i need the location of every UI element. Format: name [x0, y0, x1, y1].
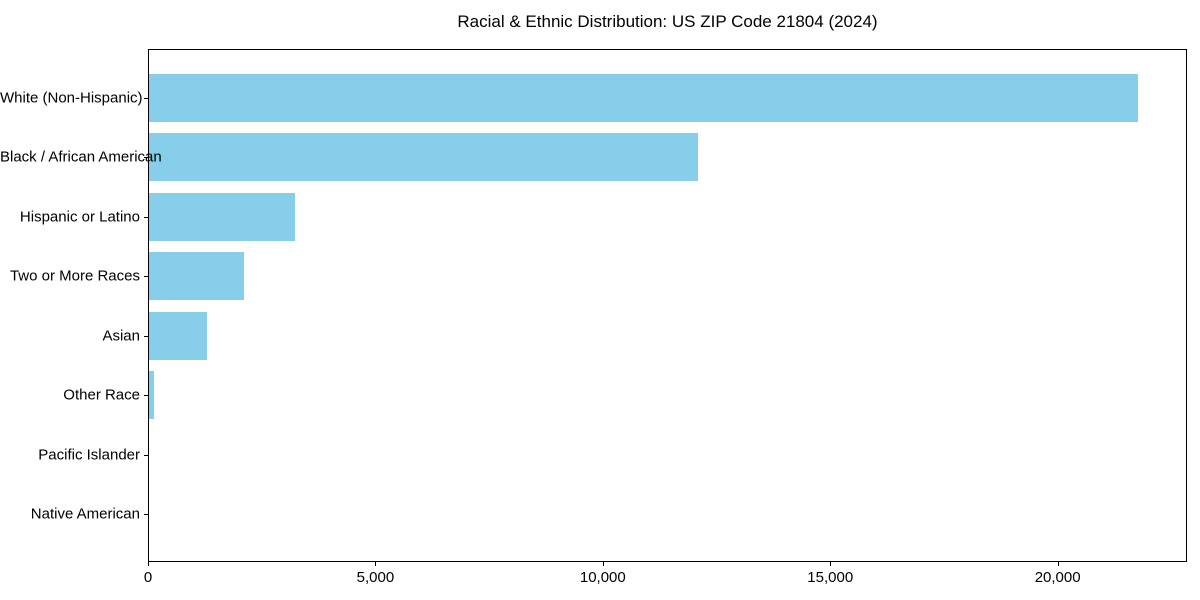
x-tick-mark	[1057, 562, 1059, 566]
y-tick-mark	[144, 335, 148, 337]
y-tick-label: Other Race	[63, 386, 140, 404]
plot-area	[148, 49, 1187, 562]
x-tick-mark	[830, 562, 832, 566]
bar	[149, 133, 699, 182]
bar-row	[149, 306, 1186, 366]
x-tick-label: 20,000	[1034, 569, 1081, 586]
y-tick-label: Hispanic or Latino	[19, 208, 140, 226]
x-tick-mark	[602, 562, 604, 566]
bar-rows	[149, 68, 1186, 544]
x-tick-label: 10,000	[579, 569, 626, 586]
x-tick-mark	[375, 562, 377, 566]
bar	[149, 252, 244, 301]
bar-row	[149, 247, 1186, 307]
y-tick-mark	[144, 454, 148, 456]
y-tick-label: Asian	[102, 327, 140, 345]
bar	[149, 371, 154, 420]
bar-row	[149, 485, 1186, 545]
y-tick-mark	[144, 97, 148, 99]
x-tick-mark	[148, 562, 149, 566]
bar	[149, 311, 208, 360]
y-tick-label: Two or More Races	[9, 267, 140, 285]
y-tick-label: White (Non-Hispanic)	[0, 89, 143, 107]
chart-title: Racial & Ethnic Distribution: US ZIP Cod…	[457, 12, 878, 31]
x-tick-label: 5,000	[356, 569, 395, 586]
bar-row	[149, 425, 1186, 485]
y-tick-mark	[144, 157, 148, 159]
bar	[149, 192, 296, 241]
bar-row	[149, 187, 1186, 247]
y-tick-label: Native American	[30, 505, 140, 523]
y-tick-label: Black / African American	[0, 148, 162, 166]
bar-row	[149, 366, 1186, 426]
bar-row	[149, 68, 1186, 128]
y-tick-label: Pacific Islander	[38, 446, 140, 464]
y-tick-mark	[144, 514, 148, 516]
x-tick-label: 15,000	[807, 569, 854, 586]
y-tick-mark	[144, 216, 148, 218]
y-tick-mark	[144, 395, 148, 397]
bar	[149, 73, 1138, 122]
y-tick-mark	[144, 276, 148, 278]
bar-row	[149, 128, 1186, 188]
x-tick-label: 0	[143, 569, 153, 586]
